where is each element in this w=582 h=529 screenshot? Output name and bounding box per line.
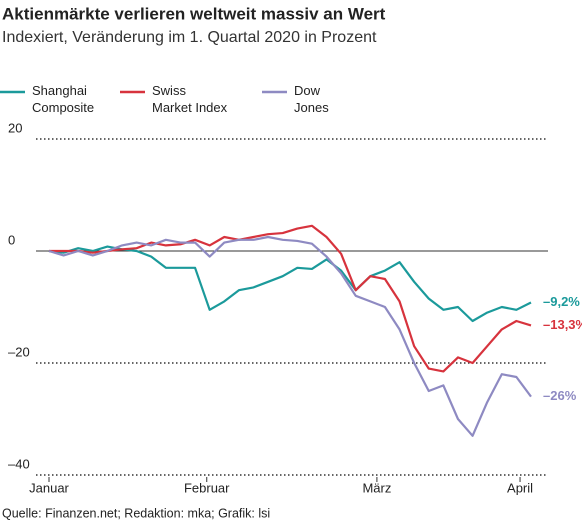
y-tick-label: –20 — [8, 344, 30, 359]
end-label: –26% — [543, 388, 577, 403]
legend-label: Swiss Market Index — [152, 83, 228, 115]
y-tick-label: 20 — [8, 120, 22, 135]
end-label: –9,2% — [543, 294, 580, 309]
source: Quelle: Finanzen.net; Redaktion: mka; Gr… — [2, 506, 270, 520]
legend-label: Shanghai Composite — [32, 83, 94, 115]
legend-label: Dow Jones — [294, 83, 329, 115]
chart-subtitle: Indexiert, Veränderung im 1. Quartal 202… — [2, 29, 377, 46]
y-tick-label: –40 — [8, 456, 30, 471]
y-tick-label: 0 — [8, 232, 15, 247]
series-line — [48, 235, 532, 437]
x-tick-label: April — [507, 480, 533, 495]
x-tick-label: März — [362, 480, 391, 495]
end-label: –13,3% — [543, 317, 582, 332]
chart-title: Aktienmärkte verlieren weltweit massiv a… — [2, 4, 386, 23]
x-tick-label: Januar — [29, 480, 69, 495]
x-tick-label: Februar — [184, 480, 230, 495]
series-line — [49, 224, 532, 373]
series-line — [48, 245, 532, 323]
